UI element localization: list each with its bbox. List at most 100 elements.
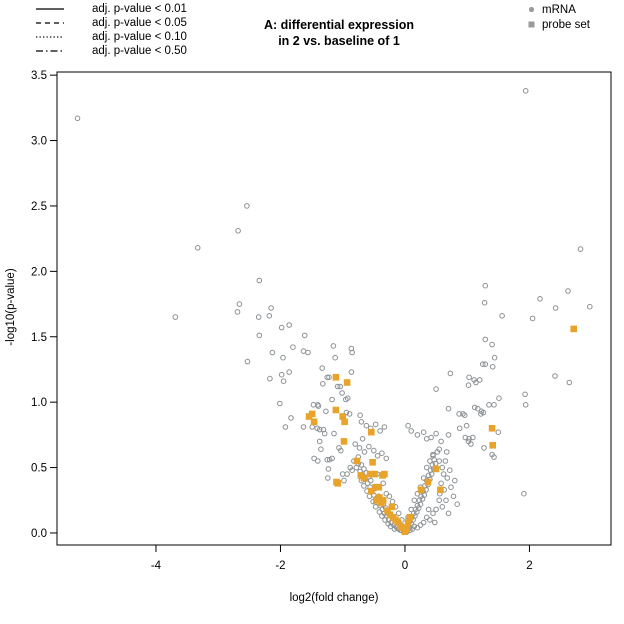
legend-item-mrna: mRNA	[524, 2, 590, 17]
mrna-point	[234, 309, 241, 315]
mrna-point	[315, 403, 322, 409]
x-tick-label: 0	[402, 560, 408, 572]
mrna-point	[486, 402, 492, 408]
mrna-point	[269, 349, 276, 356]
legend-item-p001: adj. p-value < 0.01	[34, 2, 187, 16]
mrna-point	[352, 441, 359, 447]
probe-set-point	[381, 470, 388, 478]
mrna-point	[537, 296, 543, 302]
mrna-point	[244, 358, 251, 365]
mrna-point	[278, 324, 285, 331]
probe-set-point	[424, 478, 432, 486]
mrna-point	[450, 493, 457, 500]
legend-label: mRNA	[542, 3, 576, 16]
mrna-point	[315, 458, 321, 464]
mrna-point	[521, 490, 527, 497]
mrna-point	[300, 424, 307, 430]
probe-set-point	[341, 418, 348, 426]
mrna-point	[236, 301, 243, 307]
legend-item-probe-set: probe set	[524, 17, 590, 32]
mrna-point	[290, 344, 296, 351]
mrna-point	[420, 519, 427, 526]
mrna-point	[468, 441, 474, 447]
mrna-point	[379, 513, 385, 519]
probe-set-point	[360, 474, 368, 482]
mrna-point	[359, 436, 366, 442]
mrna-point	[444, 475, 451, 481]
mrna-point	[447, 370, 454, 377]
probe-set-point	[437, 486, 444, 494]
mrna-point	[318, 446, 324, 453]
y-tick-label: 3.5	[31, 70, 47, 82]
mrna-point	[364, 480, 371, 487]
mrna-point	[353, 464, 360, 471]
mrna-point	[442, 458, 449, 464]
mrna-point	[385, 521, 392, 527]
y-tick-label: 3.0	[31, 136, 47, 148]
x-axis-title: log2(fold change)	[289, 592, 379, 604]
mrna-point	[383, 490, 390, 497]
mrna-point	[267, 375, 273, 382]
mrna-point	[439, 504, 446, 510]
title-line-2: in 2 vs. baseline of 1	[278, 34, 400, 48]
mrna-point	[268, 305, 274, 311]
mrna-point	[361, 483, 367, 489]
probe-set-point	[332, 406, 340, 414]
probe-set-point	[369, 459, 376, 466]
mrna-point	[337, 383, 344, 390]
mrna-point	[482, 361, 489, 368]
mrna-point	[565, 288, 571, 294]
mrna-point	[334, 383, 341, 390]
x-tick-label: -4	[151, 560, 162, 572]
mrna-point	[244, 203, 250, 209]
probe-set-point	[368, 428, 375, 436]
probe-set-point	[366, 470, 374, 478]
mrna-point	[491, 354, 498, 361]
mrna-point	[471, 404, 478, 411]
mrna-point	[433, 506, 439, 513]
mrna-point	[194, 245, 201, 251]
mrna-point	[256, 277, 263, 284]
probe-set-point	[340, 438, 348, 445]
mrna-point	[432, 519, 438, 526]
mrna-point	[414, 432, 421, 438]
mrna-point	[346, 411, 353, 417]
mrna-point	[338, 447, 344, 454]
mrna-point	[372, 504, 379, 510]
mrna-point	[587, 303, 593, 310]
probe-set-point	[332, 374, 340, 381]
mrna-point	[386, 493, 393, 500]
probe-set-point	[310, 418, 318, 426]
mrna-point	[320, 381, 326, 387]
mrna-point	[438, 438, 444, 445]
mrna-point	[349, 349, 355, 356]
title-line-1: A: differential expression	[263, 18, 415, 32]
probe-set-point	[371, 470, 378, 478]
mrna-point	[552, 373, 558, 379]
mrna-point	[235, 228, 241, 234]
mrna-point	[381, 424, 388, 430]
mrna-point	[478, 411, 484, 417]
mrna-point	[372, 421, 379, 428]
mrna-point	[461, 412, 468, 419]
mrna-point	[522, 88, 529, 94]
y-tick-label: 2.0	[31, 266, 47, 278]
mrna-point	[433, 430, 439, 437]
mrna-point	[434, 449, 441, 455]
mrna-point	[427, 517, 433, 523]
mrna-point	[466, 374, 472, 381]
mrna-point	[489, 364, 496, 370]
mrna-point	[529, 315, 536, 322]
x-tick-label: 2	[526, 560, 532, 572]
mrna-point	[465, 382, 472, 389]
mrna-point	[414, 524, 421, 531]
mrna-point	[420, 429, 427, 436]
legend-item-p005: adj. p-value < 0.05	[34, 16, 187, 30]
mrna-point	[288, 415, 294, 421]
mrna-point	[348, 345, 355, 352]
mrna-point	[411, 497, 418, 504]
mrna-point	[445, 432, 452, 438]
probe-set-point	[406, 514, 414, 521]
mrna-point	[305, 349, 311, 356]
